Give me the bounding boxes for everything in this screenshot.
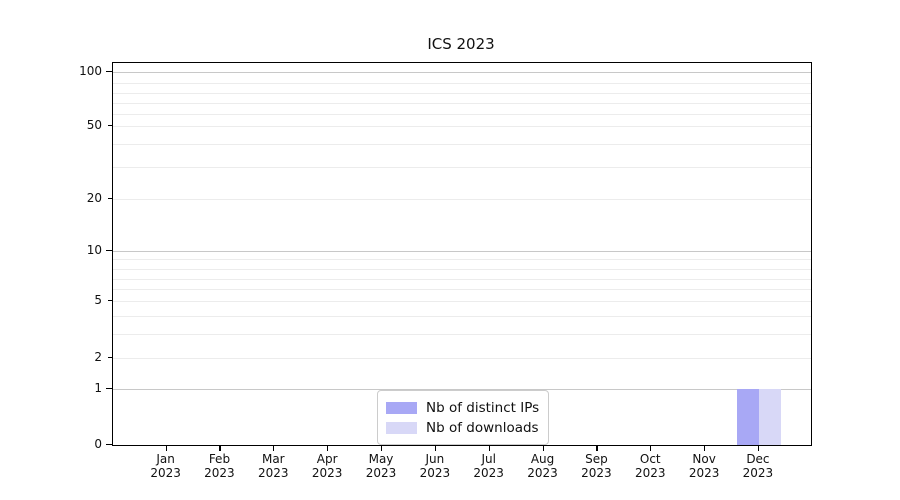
legend-row: Nb of downloads xyxy=(386,418,539,438)
gridline-minor xyxy=(113,93,811,94)
gridline-minor xyxy=(113,316,811,317)
x-tick-label: Jan 2023 xyxy=(136,452,196,480)
gridline-minor xyxy=(113,259,811,260)
legend-label: Nb of distinct IPs xyxy=(426,400,540,416)
y-tick-label: 1 xyxy=(94,381,102,395)
x-tick-month: Sep xyxy=(585,452,608,466)
x-tick-mark xyxy=(273,445,275,451)
x-tick-month: Apr xyxy=(316,452,338,466)
x-tick-label: Dec 2023 xyxy=(728,452,788,480)
gridline-minor xyxy=(113,357,811,359)
x-tick-month: Dec xyxy=(746,452,770,466)
x-tick-year: 2023 xyxy=(581,465,612,480)
x-tick-mark xyxy=(757,445,760,451)
x-tick-mark xyxy=(327,445,329,451)
x-tick-label: May 2023 xyxy=(351,452,411,480)
x-tick-month: Jul xyxy=(481,452,496,466)
x-tick-mark xyxy=(650,445,652,451)
y-tick-label: 20 xyxy=(86,191,102,205)
x-tick-year: 2023 xyxy=(473,465,504,480)
legend-swatch-icon xyxy=(386,422,417,434)
x-tick-year: 2023 xyxy=(634,465,666,480)
y-tick-label: 50 xyxy=(86,117,102,132)
gridline-major xyxy=(113,250,811,252)
x-tick-label: Apr 2023 xyxy=(297,452,357,480)
bar-nb-of-distinct-ips xyxy=(736,389,759,445)
y-tick-label: 2 xyxy=(94,349,102,364)
bar-nb-of-downloads xyxy=(758,389,781,445)
x-tick-mark xyxy=(219,445,221,451)
y-tick-label: 5 xyxy=(94,293,102,307)
plot-area: Nb of distinct IPs Nb of downloads xyxy=(112,62,812,446)
x-tick-year: 2023 xyxy=(150,465,181,480)
legend-label: Nb of downloads xyxy=(426,420,539,436)
x-tick-year: 2023 xyxy=(419,465,451,480)
x-tick-label: Jun 2023 xyxy=(405,452,465,480)
x-tick-month: Mar xyxy=(261,452,285,466)
x-tick-label: Mar 2023 xyxy=(243,452,303,480)
x-tick-year: 2023 xyxy=(365,465,397,480)
y-tick-mark xyxy=(108,124,112,126)
legend: Nb of distinct IPs Nb of downloads xyxy=(377,390,549,445)
y-tick-mark xyxy=(108,356,112,358)
x-tick-label: Sep 2023 xyxy=(566,452,626,480)
x-tick-month: Jan xyxy=(156,452,175,466)
gridline-minor xyxy=(113,279,811,280)
y-tick-label: 100 xyxy=(79,63,102,78)
gridline-minor xyxy=(113,301,811,302)
x-tick-label: Jul 2023 xyxy=(459,452,519,480)
y-tick-mark xyxy=(106,249,112,251)
legend-row: Nb of distinct IPs xyxy=(386,398,539,418)
y-tick-label: 10 xyxy=(86,242,102,257)
y-tick-mark xyxy=(108,300,112,302)
x-tick-label: Oct 2023 xyxy=(620,452,680,480)
y-tick-mark xyxy=(106,388,112,390)
x-tick-mark xyxy=(596,445,598,451)
x-tick-month: May xyxy=(368,452,394,466)
x-tick-label: Feb 2023 xyxy=(189,452,249,480)
x-tick-month: Oct xyxy=(639,452,661,466)
x-tick-mark xyxy=(704,445,706,451)
x-tick-year: 2023 xyxy=(742,465,774,480)
x-tick-month: Feb xyxy=(208,452,231,466)
legend-swatch-icon xyxy=(386,402,417,414)
y-tick-mark xyxy=(106,443,112,445)
y-tick-mark xyxy=(108,198,112,200)
gridline-minor xyxy=(113,289,811,290)
x-tick-year: 2023 xyxy=(204,465,235,480)
gridline-minor xyxy=(113,125,811,127)
gridline-minor xyxy=(113,269,811,270)
y-tick-label: 0 xyxy=(94,436,102,451)
x-tick-year: 2023 xyxy=(258,465,289,480)
x-tick-year: 2023 xyxy=(311,465,343,480)
x-tick-label: Nov 2023 xyxy=(674,452,734,480)
x-tick-mark xyxy=(488,445,490,451)
gridline-minor xyxy=(113,334,811,335)
x-tick-label: Aug 2023 xyxy=(513,452,573,480)
chart-title: ICS 2023 xyxy=(427,35,495,53)
gridline-minor xyxy=(113,83,811,84)
x-tick-mark xyxy=(165,445,167,451)
gridline-major xyxy=(113,71,811,73)
x-tick-mark xyxy=(542,445,544,451)
gridline-minor xyxy=(113,103,811,104)
gridline-minor xyxy=(113,144,811,145)
x-tick-month: Aug xyxy=(530,452,555,466)
x-tick-mark xyxy=(434,445,437,451)
x-tick-year: 2023 xyxy=(527,465,558,480)
gridline-minor xyxy=(113,199,811,200)
x-tick-mark xyxy=(381,445,383,451)
gridline-minor xyxy=(113,114,811,115)
x-tick-month: Jun xyxy=(425,452,445,466)
y-tick-mark xyxy=(106,70,112,72)
gridline-minor xyxy=(113,166,811,168)
gridline-major xyxy=(113,389,811,390)
x-tick-month: Nov xyxy=(692,452,716,466)
x-tick-year: 2023 xyxy=(688,465,720,480)
